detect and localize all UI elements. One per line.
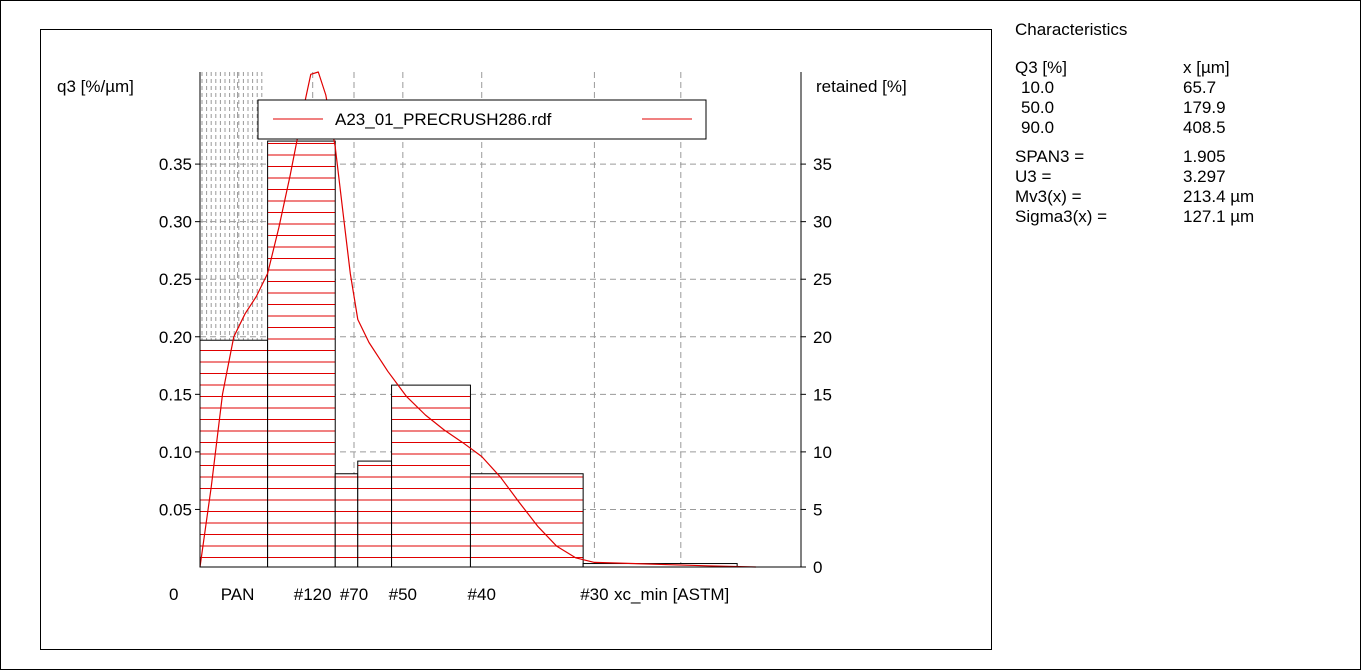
chart-panel: q3 [%/µm] retained [%] xc_min [ASTM] 0 0… [40,29,992,650]
histogram-bar [357,460,393,568]
stat-label: U3 = [1015,167,1052,186]
y-tick-label-right: 15 [813,385,832,404]
quantile-q: 50.0 [1021,98,1055,117]
q3-header: Q3 [%] [1015,58,1067,77]
y-tick-label-right: 35 [813,155,832,174]
quantile-q: 10.0 [1021,78,1055,97]
stat-value: 3.297 [1183,167,1226,186]
stat-label: SPAN3 = [1015,147,1085,166]
quantile-row: 50.0 179.9 [1015,98,1345,118]
x-tick-label: PAN [221,585,255,604]
bars [199,140,738,568]
stat-row: Sigma3(x) = 127.1 µm [1015,207,1345,227]
density-curve [199,71,756,568]
y-tick-label-left: 0.25 [159,270,192,289]
stat-value: 1.905 [1183,147,1226,166]
quantile-q: 90.0 [1021,118,1055,137]
quantile-x: 179.9 [1183,98,1226,117]
y-tick-label-right: 10 [813,443,832,462]
stat-row: Mv3(x) = 213.4 µm [1015,187,1345,207]
x-origin-label: 0 [169,585,178,604]
y-tick-label-right: 0 [813,558,822,577]
legend-label: A23_01_PRECRUSH286.rdf [335,110,552,129]
x-tick-label: #30 [580,585,608,604]
histogram-bar [334,473,359,568]
y-tick-label-left: 0.05 [159,500,192,519]
quantile-row: 10.0 65.7 [1015,78,1345,98]
characteristics-title: Characteristics [1015,20,1128,39]
histogram-bar [199,339,269,568]
x-tick-label: #40 [468,585,496,604]
stat-value: 213.4 µm [1183,187,1255,206]
characteristics-header-row: Q3 [%] x [µm] [1015,58,1345,78]
quantile-x: 408.5 [1183,118,1226,137]
stat-row: SPAN3 = 1.905 [1015,147,1345,167]
y-axis-left-label: q3 [%/µm] [57,77,134,96]
x-header: x [µm] [1183,58,1230,77]
y-tick-label-right: 5 [813,500,822,519]
legend: A23_01_PRECRUSH286.rdf [257,99,707,140]
y-tick-label-left: 0.10 [159,443,192,462]
y-tick-label-left: 0.15 [159,385,192,404]
histogram-bar [391,384,471,568]
y-tick-label-right: 25 [813,270,832,289]
y-tick-label-right: 30 [813,213,832,232]
stat-label: Mv3(x) = [1015,187,1082,206]
stat-label: Sigma3(x) = [1015,207,1108,226]
characteristics-panel: Characteristics Q3 [%] x [µm] 10.0 65.7 … [1015,20,1345,227]
legend-box [257,99,707,140]
psd-chart: q3 [%/µm] retained [%] xc_min [ASTM] 0 0… [57,71,907,604]
histogram-bar [469,473,584,568]
histogram-bar [267,140,336,568]
y-tick-label-left: 0.35 [159,155,192,174]
x-tick-label: #70 [340,585,368,604]
quantile-row: 90.0 408.5 [1015,118,1345,138]
y-axis-right-label: retained [%] [816,77,907,96]
x-axis-label: xc_min [ASTM] [614,585,729,604]
x-tick-label: #50 [389,585,417,604]
y-tick-label-left: 0.20 [159,328,192,347]
y-tick-label-left: 0.30 [159,213,192,232]
y-tick-label-right: 20 [813,328,832,347]
stat-value: 127.1 µm [1183,207,1255,226]
x-tick-label: #120 [294,585,332,604]
stat-row: U3 = 3.297 [1015,167,1345,187]
quantile-x: 65.7 [1183,78,1217,97]
